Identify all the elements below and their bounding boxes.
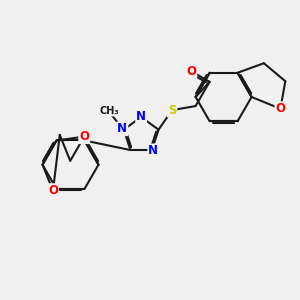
Text: O: O: [275, 102, 286, 115]
Text: N: N: [148, 144, 158, 158]
Text: N: N: [136, 110, 146, 123]
Text: CH₃: CH₃: [99, 106, 119, 116]
Text: O: O: [186, 65, 197, 78]
Text: S: S: [168, 104, 176, 117]
Text: O: O: [79, 130, 89, 143]
Text: N: N: [117, 122, 127, 135]
Text: O: O: [48, 184, 58, 197]
